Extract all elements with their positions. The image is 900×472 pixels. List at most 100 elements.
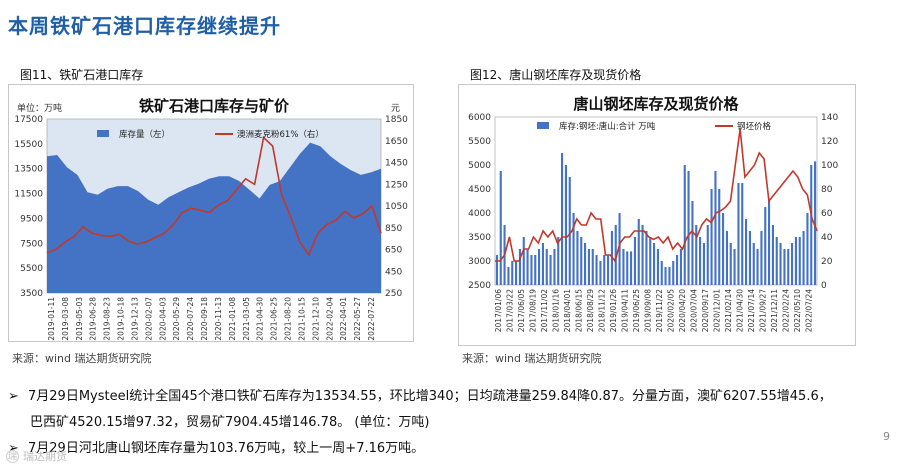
bar xyxy=(515,261,518,285)
x-tick-label: 2019-03-08 xyxy=(61,297,70,341)
x-tick-label: 2022/05/10 xyxy=(793,289,802,332)
source-right: 来源：wind 瑞达期货研究院 xyxy=(462,352,602,365)
x-tick-label: 2019/01/26 xyxy=(609,289,618,332)
bar xyxy=(664,267,667,285)
bar xyxy=(530,255,533,285)
bar xyxy=(768,201,771,285)
y-tick-right: 140 xyxy=(821,113,838,123)
y-tick-right: 60 xyxy=(821,209,833,219)
bullet-1-text: 7月29日Mysteel统计全国45个港口铁矿石库存为13534.55，环比增3… xyxy=(28,389,832,404)
y-tick-left: 5500 xyxy=(20,264,43,274)
bar xyxy=(791,243,794,285)
bar xyxy=(672,261,675,285)
x-tick-label: 2017/06/05 xyxy=(517,289,526,332)
y-tick-left: 4500 xyxy=(468,185,491,195)
bar xyxy=(545,249,548,285)
bar xyxy=(595,255,598,285)
chart-panel-right: 唐山钢坯库存及现货价格 2500 3000 3500 4000 4500 5000 5500 6… xyxy=(458,84,856,346)
bullet-1: ➢ 7月29日Mysteel统计全国45个港口铁矿石库存为13534.55，环比增… xyxy=(8,386,832,407)
y-tick-right: 40 xyxy=(821,233,833,243)
bar xyxy=(706,225,709,285)
bar xyxy=(760,231,763,285)
brand-name: 瑞达期货 xyxy=(23,450,67,463)
bar xyxy=(618,213,621,285)
bar xyxy=(633,237,636,285)
x-tick-label: 2020-09-18 xyxy=(200,297,209,341)
bar xyxy=(568,177,571,285)
x-tick-label: 2018/11/12 xyxy=(597,289,606,332)
y-tick-left: 15500 xyxy=(14,140,43,150)
x-tick-label: 2021-01-08 xyxy=(228,297,237,341)
bullet-arrow-icon: ➢ xyxy=(8,389,19,404)
bar xyxy=(764,207,767,285)
bullet-2: ➢ 7月29日河北唐山钢坯库存量为103.76万吨，较上一周+7.16万吨。 xyxy=(8,438,424,459)
bar xyxy=(507,267,510,285)
y-tick-left: 6000 xyxy=(468,113,491,123)
brand-watermark: 瑞 瑞达期货 xyxy=(6,448,67,464)
y-tick-right: 20 xyxy=(821,257,833,267)
bar xyxy=(798,237,801,285)
y-tick-left: 7500 xyxy=(20,239,43,249)
bar xyxy=(518,249,521,285)
y-tick-right: 450 xyxy=(385,267,402,277)
x-tick-label: 2017/01/06 xyxy=(494,289,503,332)
x-tick-label: 2020-05-29 xyxy=(172,297,181,341)
bar xyxy=(599,261,602,285)
bar xyxy=(534,255,537,285)
chart-title: 唐山钢坯库存及现货价格 xyxy=(573,95,739,113)
y-tick-right: 0 xyxy=(821,281,827,291)
x-tick-label: 2020/12/01 xyxy=(712,289,721,332)
bullet-2-text: 7月29日河北唐山钢坯库存量为103.76万吨，较上一周+7.16万吨。 xyxy=(28,441,425,456)
bar xyxy=(549,255,552,285)
series-line-price xyxy=(46,135,382,257)
chart-tangshan-billet: 唐山钢坯库存及现货价格 2500 3000 3500 4000 4500 5000 5500 6… xyxy=(468,95,838,332)
bar xyxy=(783,249,786,285)
bar xyxy=(748,231,751,285)
bar xyxy=(564,165,567,285)
bar xyxy=(526,249,529,285)
bar xyxy=(561,153,564,285)
x-tick-label: 2018/04/01 xyxy=(563,289,572,332)
x-tick-label: 2017/11/02 xyxy=(540,289,549,332)
y-tick-right: 1850 xyxy=(385,115,408,125)
bar xyxy=(645,231,648,285)
bar xyxy=(718,189,721,285)
y-tick-left: 3500 xyxy=(20,289,43,299)
x-tick-label: 2020/04/20 xyxy=(678,289,687,332)
bar xyxy=(683,165,686,285)
x-tick-label: 2019-01-11 xyxy=(47,297,56,341)
bar xyxy=(752,243,755,285)
legend-label: 库存量（左） xyxy=(119,129,170,140)
x-tick-label: 2019-05-03 xyxy=(75,297,84,341)
x-tick-label: 2021-08-20 xyxy=(284,297,293,341)
bar xyxy=(653,243,656,285)
bullet-arrow-icon: ➢ xyxy=(8,441,19,456)
right-axis-unit: 元 xyxy=(391,104,400,114)
bar xyxy=(802,231,805,285)
y-tick-left: 4000 xyxy=(468,209,491,219)
x-tick-label: 2020-11-13 xyxy=(214,297,223,341)
y-tick-left: 2500 xyxy=(468,281,491,291)
bar xyxy=(775,237,778,285)
x-tick-label: 2021-06-25 xyxy=(270,297,279,341)
bar xyxy=(779,243,782,285)
bar xyxy=(722,213,725,285)
bar xyxy=(622,249,625,285)
x-tick-label: 2019-08-23 xyxy=(103,297,112,341)
series-line-price xyxy=(495,128,818,263)
bar xyxy=(676,255,679,285)
bar xyxy=(576,231,579,285)
bar xyxy=(806,213,809,285)
bar xyxy=(710,189,713,285)
x-tick-label: 2020-02-07 xyxy=(144,297,153,341)
x-tick-label: 2018/06/15 xyxy=(574,289,583,332)
bar xyxy=(541,243,544,285)
bar xyxy=(584,243,587,285)
x-tick-label: 2021-03-05 xyxy=(242,297,251,341)
bar xyxy=(557,237,560,285)
bar xyxy=(714,171,717,285)
x-tick-label: 2022/07/24 xyxy=(804,289,813,332)
bar xyxy=(614,225,617,285)
x-tick-label: 2021/02/14 xyxy=(724,289,733,332)
bar xyxy=(495,255,498,285)
